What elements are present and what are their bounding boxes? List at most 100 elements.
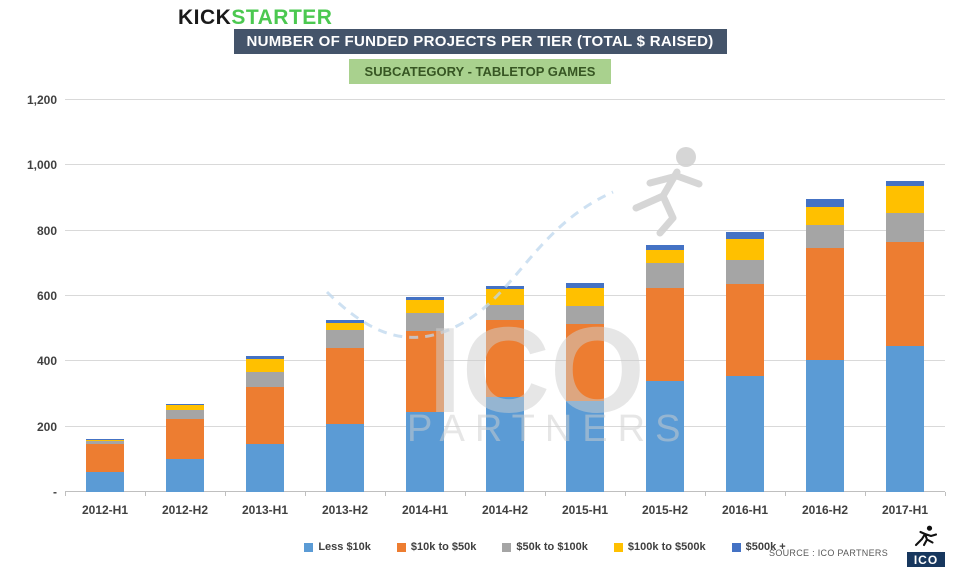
bar-slot xyxy=(305,320,385,492)
bar-segment[interactable] xyxy=(246,387,284,444)
bar-segment[interactable] xyxy=(246,372,284,388)
bar-slot xyxy=(625,245,705,492)
legend-item[interactable]: $10k to $50k xyxy=(396,541,477,553)
bar-segment[interactable] xyxy=(166,405,204,411)
bar-segment[interactable] xyxy=(646,249,684,264)
bar-segment[interactable] xyxy=(326,323,364,331)
stacked-bar-2012-H1[interactable] xyxy=(86,439,124,492)
bar-segment[interactable] xyxy=(566,287,604,306)
x-tick-label: 2012-H2 xyxy=(161,503,209,517)
legend-label: $500k + xyxy=(745,541,786,553)
bar-segment[interactable] xyxy=(166,410,204,420)
bar-segment[interactable] xyxy=(246,444,284,492)
y-tick-label: 1,000 xyxy=(26,158,57,173)
bar-segment[interactable] xyxy=(406,313,444,332)
bar-segment[interactable] xyxy=(486,288,524,305)
stacked-bar-2016-H2[interactable] xyxy=(806,199,844,492)
bar-segment[interactable] xyxy=(166,419,204,459)
bar-segment[interactable] xyxy=(326,330,364,349)
stacked-bar-2015-H2[interactable] xyxy=(646,245,684,492)
bar-segment[interactable] xyxy=(86,440,124,442)
x-tick-label: 2013-H2 xyxy=(321,503,369,517)
stacked-bar-2014-H2[interactable] xyxy=(486,285,524,492)
x-axis-tick xyxy=(785,492,786,496)
source-text: SOURCE : ICO PARTNERS xyxy=(769,548,888,558)
stacked-bar-2013-H2[interactable] xyxy=(326,320,364,492)
bar-slot xyxy=(785,199,865,492)
stacked-bar-2012-H2[interactable] xyxy=(166,404,204,492)
stacked-bar-2016-H1[interactable] xyxy=(726,232,764,492)
bar-segment[interactable] xyxy=(486,319,524,397)
bar-segment[interactable] xyxy=(86,471,124,492)
bar-segment[interactable] xyxy=(806,206,844,226)
title-row: NUMBER OF FUNDED PROJECTS PER TIER (TOTA… xyxy=(0,29,960,54)
bar-segment[interactable] xyxy=(886,242,924,346)
bar-segment[interactable] xyxy=(406,331,444,412)
y-tick-label: 1,200 xyxy=(26,93,57,107)
bar-segment[interactable] xyxy=(246,359,284,373)
bar-segment[interactable] xyxy=(566,305,604,324)
bar-segment[interactable] xyxy=(166,404,204,406)
stacked-bar-2013-H1[interactable] xyxy=(246,356,284,492)
bar-segment[interactable] xyxy=(166,459,204,492)
legend-item[interactable]: $100k to $500k xyxy=(613,541,706,553)
logo-starter: STARTER xyxy=(231,6,333,29)
x-axis-tick xyxy=(145,492,146,496)
ico-logo-text: ICO xyxy=(906,552,946,567)
legend-swatch xyxy=(396,542,406,552)
legend-item[interactable]: $50k to $100k xyxy=(502,541,588,553)
bar-segment[interactable] xyxy=(406,412,444,492)
legend-label: $10k to $50k xyxy=(410,541,477,553)
y-tick-label: 600 xyxy=(36,289,57,303)
bar-segment[interactable] xyxy=(566,323,604,401)
stacked-bar-2015-H1[interactable] xyxy=(566,282,604,492)
x-axis-tick xyxy=(465,492,466,496)
x-axis-tick xyxy=(305,492,306,496)
bar-segment[interactable] xyxy=(406,300,444,314)
bar-segment[interactable] xyxy=(726,260,764,284)
bar-segment[interactable] xyxy=(246,356,284,360)
bar-segment[interactable] xyxy=(326,424,364,492)
bar-segment[interactable] xyxy=(886,346,924,492)
x-axis-tick xyxy=(945,492,946,496)
stacked-bar-2014-H1[interactable] xyxy=(406,296,444,492)
legend-swatch xyxy=(613,542,623,552)
bar-segment[interactable] xyxy=(646,287,684,381)
legend-swatch xyxy=(731,542,741,552)
stacked-bar-2017-H1[interactable] xyxy=(886,181,924,492)
bar-segment[interactable] xyxy=(726,238,764,261)
x-axis-tick xyxy=(225,492,226,496)
bar-segment[interactable] xyxy=(646,380,684,492)
y-axis-labels: - 200 400 600 800 1,000 1,200 xyxy=(0,93,57,499)
bar-slot xyxy=(865,181,945,492)
bar-segment[interactable] xyxy=(566,400,604,492)
bar-segment[interactable] xyxy=(326,348,364,425)
bar-segment[interactable] xyxy=(726,283,764,376)
bar-segment[interactable] xyxy=(486,396,524,492)
bar-segment[interactable] xyxy=(886,181,924,186)
legend-item[interactable]: Less $10k xyxy=(304,541,371,553)
bar-segment[interactable] xyxy=(486,304,524,320)
bar-segment[interactable] xyxy=(646,245,684,250)
bar-segment[interactable] xyxy=(726,232,764,239)
bar-slot xyxy=(465,285,545,492)
bar-segment[interactable] xyxy=(806,360,844,492)
logo-kick: KICK xyxy=(178,6,232,29)
bar-segment[interactable] xyxy=(86,441,124,445)
bar-segment[interactable] xyxy=(886,213,924,243)
bar-segment[interactable] xyxy=(86,439,124,441)
bar-segment[interactable] xyxy=(806,225,844,248)
y-tick-label: 400 xyxy=(36,354,57,369)
bar-segment[interactable] xyxy=(726,376,764,492)
bar-segment[interactable] xyxy=(806,248,844,360)
legend-item[interactable]: $500k + xyxy=(731,541,786,553)
bar-segment[interactable] xyxy=(806,199,844,207)
gridline xyxy=(65,99,945,100)
x-axis-tick xyxy=(865,492,866,496)
bar-segment[interactable] xyxy=(646,263,684,288)
x-tick-label: 2016-H2 xyxy=(801,503,849,517)
y-tick-label: 800 xyxy=(36,223,57,238)
bar-segment[interactable] xyxy=(86,444,124,472)
bar-segment[interactable] xyxy=(886,185,924,214)
legend-swatch xyxy=(502,542,512,552)
